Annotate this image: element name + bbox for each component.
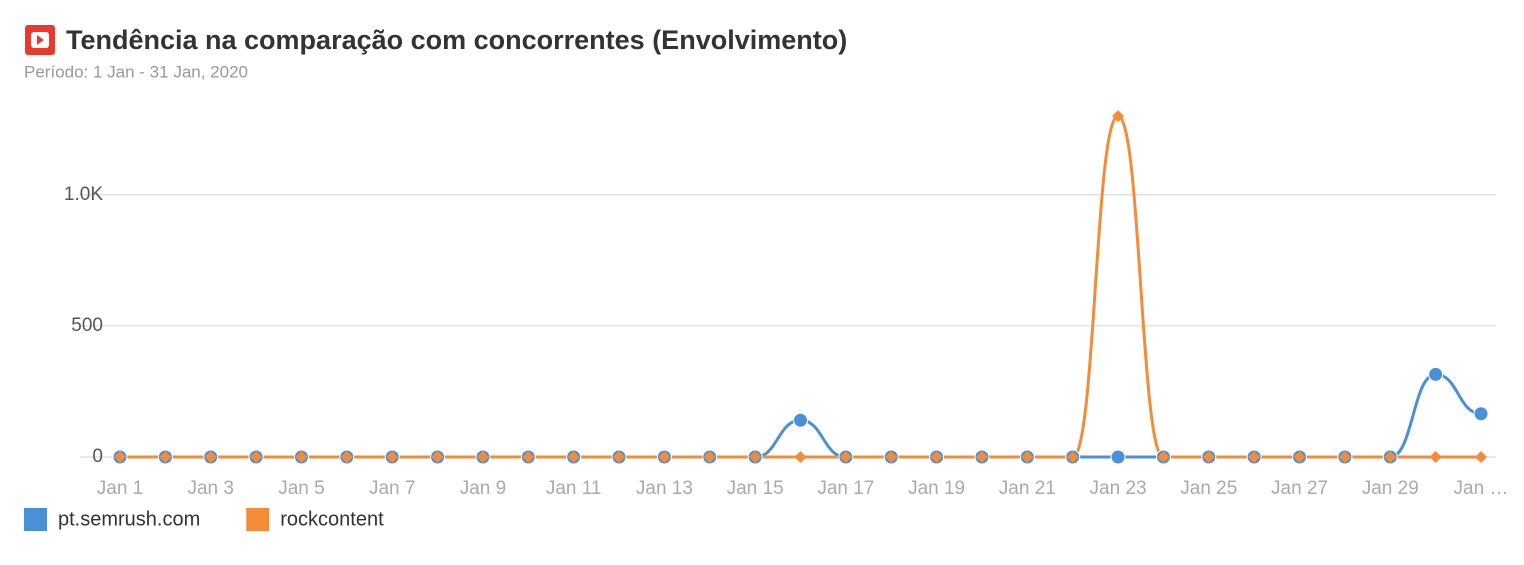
point-marker — [250, 451, 263, 463]
point-marker — [703, 451, 716, 463]
x-tick-label: Jan 17 — [817, 478, 874, 499]
point-marker — [885, 451, 898, 463]
point-marker — [204, 451, 217, 463]
point-marker — [114, 451, 126, 463]
point-marker — [476, 451, 489, 463]
point-marker — [1248, 451, 1261, 463]
x-tick-label: Jan 19 — [908, 478, 965, 499]
x-tick-label: Jan 3 — [187, 478, 233, 499]
point-marker — [1112, 110, 1125, 123]
point-marker — [1021, 451, 1034, 463]
point-marker — [159, 451, 172, 463]
point-marker — [340, 451, 353, 463]
point-marker — [522, 451, 535, 463]
point-marker — [794, 451, 807, 463]
y-tick-label: 1.0K — [64, 184, 103, 205]
x-tick-label: Jan 13 — [636, 478, 693, 499]
point-marker — [1428, 366, 1444, 382]
point-marker — [839, 451, 852, 463]
chart-subtitle: Período: 1 Jan - 31 Jan, 2020 — [24, 62, 248, 81]
point-marker — [1338, 451, 1351, 463]
x-tick-label: Jan 11 — [546, 478, 602, 499]
point-marker — [1157, 451, 1170, 463]
point-marker — [431, 451, 444, 463]
point-marker — [793, 412, 808, 428]
x-tick-label: Jan 23 — [1090, 478, 1147, 499]
x-tick-label: Jan 27 — [1271, 478, 1328, 499]
x-tick-label: Jan 21 — [999, 478, 1056, 499]
x-tick-label: Jan … — [1454, 478, 1509, 499]
point-marker — [1473, 406, 1489, 422]
x-tick-label: Jan 25 — [1180, 478, 1237, 499]
legend-label: rockcontent — [280, 508, 384, 530]
point-marker — [386, 451, 399, 463]
legend-swatch — [246, 508, 270, 531]
x-tick-label: Jan 29 — [1362, 478, 1419, 499]
youtube-icon-play — [37, 35, 44, 45]
point-marker — [1202, 451, 1215, 463]
point-marker — [567, 451, 580, 463]
point-marker — [975, 451, 988, 463]
chart-title: Tendência na comparação com concorrentes… — [66, 25, 847, 55]
point-marker — [613, 451, 626, 463]
y-tick-label: 0 — [92, 446, 103, 467]
series-line — [119, 114, 1481, 459]
point-marker — [930, 451, 943, 463]
point-marker — [658, 451, 671, 463]
point-marker — [1475, 451, 1487, 463]
x-tick-label: Jan 5 — [278, 478, 324, 499]
point-marker — [295, 451, 308, 463]
point-marker — [1293, 451, 1306, 463]
x-tick-label: Jan 1 — [97, 478, 143, 499]
point-marker — [749, 451, 762, 463]
legend-swatch — [24, 508, 47, 531]
legend-label: pt.semrush.com — [58, 508, 200, 530]
x-tick-label: Jan 9 — [460, 478, 506, 499]
x-tick-label: Jan 15 — [727, 478, 784, 499]
point-marker — [1066, 451, 1079, 463]
point-marker — [1384, 451, 1397, 463]
x-tick-label: Jan 7 — [369, 478, 415, 499]
y-tick-label: 500 — [71, 315, 103, 336]
point-marker — [1110, 449, 1126, 465]
point-marker — [1429, 451, 1442, 463]
